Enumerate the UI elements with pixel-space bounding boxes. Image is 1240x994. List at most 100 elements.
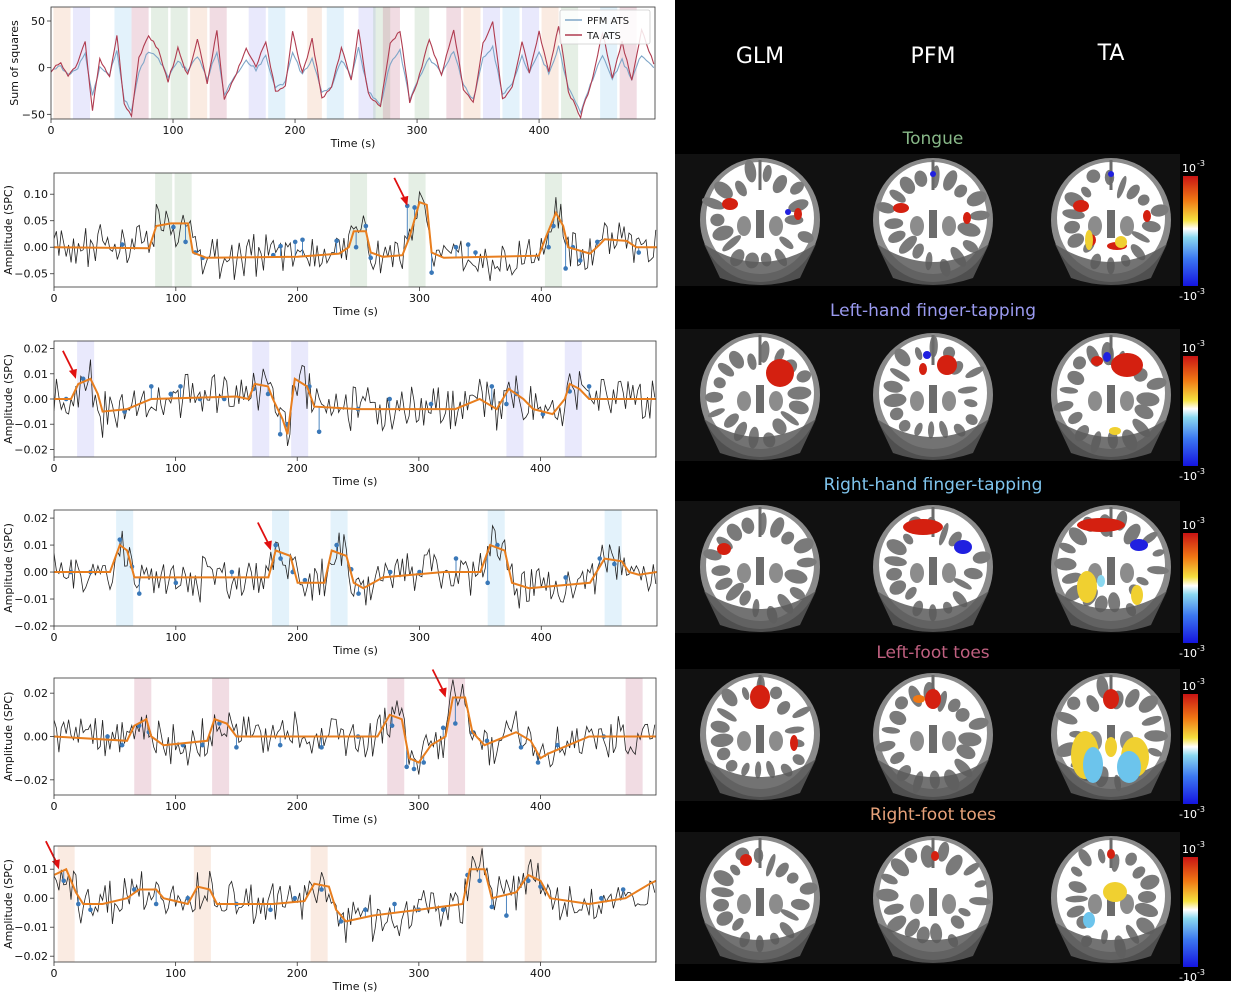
plot-area — [54, 848, 656, 943]
x-tick-label: 200 — [285, 124, 306, 137]
column-title-glm: GLM — [736, 44, 784, 69]
activation-blob — [717, 543, 731, 555]
stem-marker — [105, 734, 110, 739]
stem-marker — [504, 913, 509, 918]
gray-matter — [717, 362, 735, 377]
x-tick-label: 300 — [408, 462, 429, 475]
gray-matter — [735, 180, 747, 197]
basal-ganglia-left — [737, 391, 751, 411]
gray-matter — [889, 189, 906, 203]
y-axis-label: Amplitude (SPC) — [2, 692, 15, 782]
x-tick-label: 400 — [530, 967, 551, 980]
activation-blob — [1103, 352, 1111, 362]
gray-matter — [1064, 220, 1080, 234]
gray-matter — [881, 873, 898, 885]
stem-marker — [421, 760, 427, 765]
basal-ganglia-left — [910, 563, 924, 583]
activation-blob — [1083, 747, 1103, 783]
activation-blob — [954, 540, 972, 554]
gray-matter — [788, 199, 809, 213]
gray-matter — [732, 917, 744, 931]
stem-marker — [453, 556, 459, 561]
x-axis-label: Time (s) — [330, 137, 376, 150]
task-block — [487, 510, 505, 626]
stem-marker — [440, 725, 446, 731]
activation-blob — [919, 363, 927, 375]
stem-marker — [540, 411, 546, 417]
gray-matter — [912, 243, 924, 259]
gray-matter — [1140, 874, 1160, 890]
gray-matter — [1132, 866, 1146, 879]
gray-matter — [1131, 231, 1150, 243]
stem-marker — [334, 238, 339, 244]
gray-matter — [962, 240, 979, 253]
stem-marker — [465, 242, 471, 247]
brain-slice — [1051, 333, 1171, 460]
gray-matter — [1134, 404, 1154, 420]
colorbar-max-exponent: -3 — [1197, 516, 1205, 525]
gray-matter — [965, 366, 985, 379]
gray-matter — [1130, 244, 1146, 261]
activation-blob — [925, 689, 941, 709]
x-tick-label: 100 — [165, 631, 186, 644]
ventricle — [929, 888, 937, 916]
brain-slice — [1051, 158, 1171, 285]
gray-matter — [781, 531, 795, 545]
stem-marker — [334, 542, 339, 548]
temporal-lobe — [877, 922, 989, 963]
brain-slice — [700, 333, 820, 460]
gray-matter — [939, 420, 948, 439]
gray-matter — [726, 523, 743, 541]
gray-matter — [1068, 527, 1088, 546]
gray-matter — [888, 230, 906, 243]
gray-matter — [903, 533, 914, 545]
stem-marker — [453, 721, 458, 726]
gray-matter — [747, 353, 757, 370]
brain-slice — [700, 505, 820, 632]
stem-marker — [168, 391, 174, 397]
temporal-lobe — [877, 419, 989, 460]
colorbar-max-label: 10 — [1182, 519, 1196, 532]
basal-ganglia-left — [910, 894, 924, 914]
y-tick-label: −0.05 — [14, 268, 48, 281]
x-tick-label: 100 — [165, 967, 186, 980]
gray-matter — [796, 370, 811, 383]
gray-matter — [945, 854, 963, 876]
gray-matter — [947, 698, 961, 713]
x-tick-label: 400 — [531, 292, 552, 305]
gray-matter — [930, 923, 943, 944]
gray-matter — [969, 897, 991, 906]
gray-matter — [713, 377, 726, 389]
gray-matter — [711, 565, 731, 576]
gray-matter — [1086, 169, 1101, 183]
temporal-lobe — [1055, 591, 1167, 632]
basal-ganglia-right — [769, 391, 783, 411]
y-tick-label: −0.02 — [14, 443, 48, 456]
gray-matter — [1072, 356, 1087, 370]
activation-blob — [937, 355, 957, 375]
x-tick-label: 300 — [407, 124, 428, 137]
stem-marker — [131, 887, 137, 892]
activation-blob — [1073, 200, 1089, 212]
stem-marker — [504, 401, 509, 407]
gray-matter — [711, 887, 734, 898]
ventricle — [1107, 557, 1115, 585]
gray-matter — [1116, 175, 1127, 199]
gray-matter — [1137, 891, 1157, 903]
basal-ganglia-right — [942, 894, 956, 914]
x-tick-label: 400 — [530, 462, 551, 475]
fitted-signal-line — [54, 867, 656, 923]
task-block — [307, 7, 322, 119]
task-block — [291, 341, 309, 457]
stem-marker — [387, 569, 393, 575]
gray-matter — [904, 847, 918, 863]
task-block — [170, 7, 188, 119]
task-block — [212, 678, 230, 795]
colorbar-max-label: 10 — [1182, 342, 1196, 355]
gray-matter — [1067, 696, 1081, 710]
gray-matter — [883, 903, 904, 915]
task-block — [564, 341, 582, 457]
stem-marker — [76, 901, 81, 907]
